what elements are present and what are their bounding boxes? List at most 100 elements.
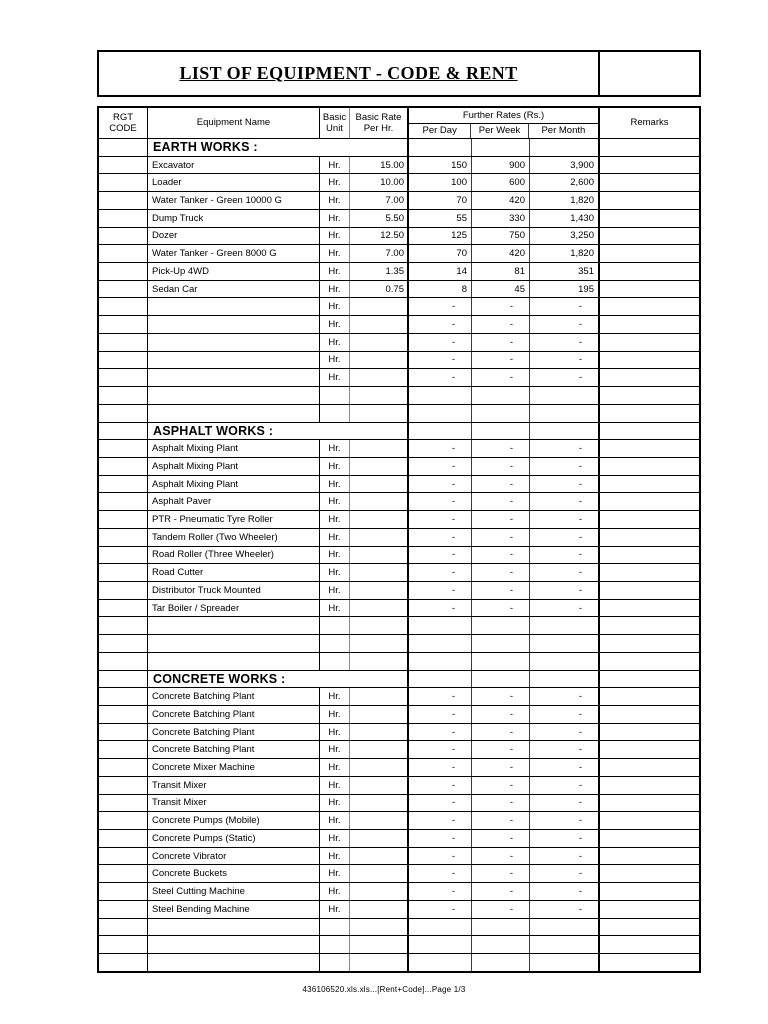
blank-row xyxy=(99,635,699,653)
blank-row xyxy=(99,918,699,937)
basic-unit-cell: Hr. xyxy=(320,830,350,847)
remarks-cell xyxy=(600,724,699,741)
per-week-cell xyxy=(472,139,530,156)
per-month-cell: - xyxy=(530,581,600,599)
per-month-cell: - xyxy=(530,316,600,333)
per-day-cell: 14 xyxy=(409,263,472,280)
basic-unit-cell: Hr. xyxy=(320,794,350,812)
per-month-cell: - xyxy=(530,564,600,581)
remarks-cell xyxy=(600,600,699,617)
basic-unit-cell xyxy=(320,635,350,652)
equipment-row: Road Cutter Hr. - - - xyxy=(99,564,699,582)
rgt-code-cell xyxy=(99,546,148,564)
per-month-cell: 1,820 xyxy=(530,192,600,209)
basic-rate-cell xyxy=(350,759,409,776)
section-label: EARTH WORKS : xyxy=(148,139,409,156)
table-body: EARTH WORKS : Excavator Hr. 15.00 150 900 3,90… xyxy=(99,139,699,971)
basic-unit-cell: Hr. xyxy=(320,333,350,351)
rgt-code-cell xyxy=(99,422,148,440)
basic-rate-cell xyxy=(350,900,409,918)
remarks-cell xyxy=(600,617,699,634)
equipment-row: Road Roller (Three Wheeler) Hr. - - - xyxy=(99,546,699,565)
rgt-code-cell xyxy=(99,263,148,280)
basic-unit-header-line1: Basic xyxy=(322,111,347,123)
per-day-cell: 100 xyxy=(409,174,472,192)
basic-unit-cell: Hr. xyxy=(320,511,350,528)
per-day-cell: - xyxy=(409,830,472,847)
basic-rate-cell xyxy=(350,830,409,847)
basic-unit-cell: Hr. xyxy=(320,776,350,794)
equipment-name-cell: Concrete Batching Plant xyxy=(148,688,320,705)
rgt-code-cell xyxy=(99,883,148,900)
table-header-row: RGT CODE Equipment Name Basic Unit Basic… xyxy=(99,108,699,139)
equipment-name-cell: Road Roller (Three Wheeler) xyxy=(148,546,320,564)
rgt-code-cell xyxy=(99,564,148,581)
equipment-name-cell: Concrete Buckets xyxy=(148,865,320,883)
rgt-code-cell xyxy=(99,493,148,511)
equipment-row: Tandem Roller (Two Wheeler) Hr. - - - xyxy=(99,528,699,547)
per-day-cell: - xyxy=(409,351,472,369)
rgt-code-header: RGT CODE xyxy=(99,108,148,138)
rgt-code-cell xyxy=(99,759,148,776)
remarks-cell xyxy=(600,741,699,758)
remarks-cell xyxy=(600,671,699,688)
rgt-code-cell xyxy=(99,652,148,670)
per-month-header: Per Month xyxy=(541,125,586,137)
equipment-name-cell xyxy=(148,936,320,954)
title-side-box xyxy=(600,52,699,95)
remarks-cell xyxy=(600,493,699,510)
per-week-cell: 330 xyxy=(472,209,530,227)
section-label: CONCRETE WORKS : xyxy=(148,670,409,688)
per-day-cell: 70 xyxy=(409,245,472,263)
remarks-cell xyxy=(600,369,699,386)
equipment-name-cell: Concrete Batching Plant xyxy=(148,741,320,759)
equipment-row: Loader Hr. 10.00 100 600 2,600 xyxy=(99,174,699,193)
rgt-code-cell xyxy=(99,900,148,918)
per-month-cell: - xyxy=(530,475,600,493)
basic-rate-cell xyxy=(350,706,409,723)
equipment-row: Hr. - - - xyxy=(99,298,699,317)
basic-unit-cell: Hr. xyxy=(320,741,350,759)
rgt-code-cell xyxy=(99,333,148,351)
per-month-cell xyxy=(530,652,600,670)
per-week-cell: - xyxy=(472,316,530,333)
equipment-name-cell: Asphalt Mixing Plant xyxy=(148,440,320,457)
equipment-row: Water Tanker - Green 8000 G Hr. 7.00 70 420 1… xyxy=(99,245,699,264)
remarks-cell xyxy=(600,919,699,936)
per-week-cell: - xyxy=(472,457,530,475)
per-day-cell: 70 xyxy=(409,192,472,209)
equipment-name-cell: Transit Mixer xyxy=(148,794,320,812)
equipment-name-cell xyxy=(148,316,320,333)
per-month-cell: - xyxy=(530,511,600,528)
basic-rate-cell xyxy=(350,387,409,404)
per-day-cell xyxy=(409,422,472,440)
per-week-cell: 45 xyxy=(472,280,530,298)
basic-rate-cell xyxy=(350,511,409,528)
basic-rate-cell: 7.00 xyxy=(350,192,409,209)
per-month-cell xyxy=(530,918,600,936)
equipment-row: Concrete Mixer Machine Hr. - - - xyxy=(99,759,699,777)
remarks-cell xyxy=(600,759,699,776)
basic-unit-cell: Hr. xyxy=(320,316,350,333)
per-month-cell: - xyxy=(530,493,600,511)
rgt-code-cell xyxy=(99,706,148,723)
per-day-cell xyxy=(409,635,472,652)
equipment-name-cell: Loader xyxy=(148,174,320,192)
per-month-cell: - xyxy=(530,440,600,457)
remarks-cell xyxy=(600,405,699,422)
per-month-cell xyxy=(530,635,600,652)
rgt-code-cell xyxy=(99,723,148,741)
basic-unit-header: Basic Unit xyxy=(320,108,350,138)
per-day-cell: - xyxy=(409,688,472,705)
basic-unit-cell: Hr. xyxy=(320,723,350,741)
equipment-name-cell: Excavator xyxy=(148,156,320,174)
per-month-cell: 1,820 xyxy=(530,245,600,263)
page-title: LIST OF EQUIPMENT - CODE & RENT xyxy=(179,63,518,83)
equipment-name-cell: Tar Boiler / Spreader xyxy=(148,599,320,617)
basic-rate-cell xyxy=(350,812,409,830)
equipment-row: Concrete Vibrator Hr. - - - xyxy=(99,847,699,866)
remarks-cell xyxy=(600,298,699,315)
basic-unit-cell: Hr. xyxy=(320,528,350,546)
equipment-name-cell: Dump Truck xyxy=(148,209,320,227)
basic-rate-cell xyxy=(350,918,409,936)
